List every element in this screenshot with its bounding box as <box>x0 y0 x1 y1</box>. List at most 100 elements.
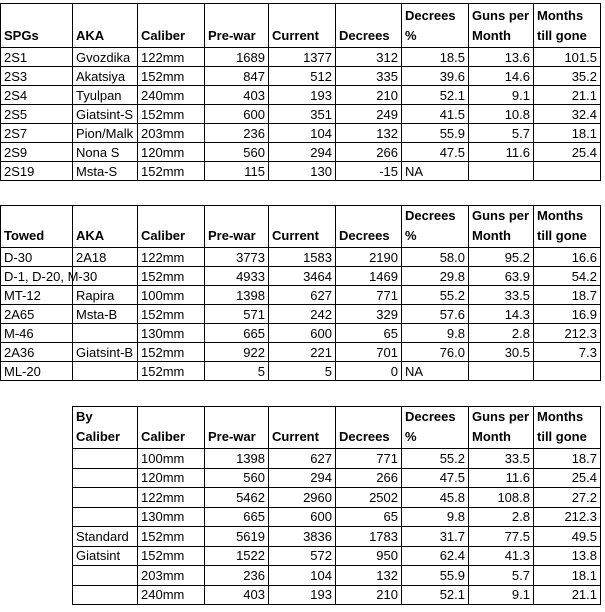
data-cell: 249 <box>336 105 402 124</box>
data-cell: 9.1 <box>469 585 534 605</box>
data-cell: 152mm <box>138 527 205 547</box>
empty-cell <box>73 468 138 488</box>
data-cell: 5 <box>205 362 269 381</box>
data-cell: 45.8 <box>402 488 469 508</box>
data-cell: 2.8 <box>469 507 534 527</box>
header-cell: Decrees <box>336 206 402 248</box>
data-cell: 3836 <box>269 527 336 547</box>
data-cell: 14.3 <box>469 305 534 324</box>
data-cell: 203mm <box>138 124 205 143</box>
data-cell: 122mm <box>138 48 205 67</box>
data-cell: Giatsint-B <box>73 343 138 362</box>
data-cell: 54.2 <box>534 267 601 286</box>
header-cell: Pre-war <box>205 407 269 449</box>
data-cell: Giatsint <box>73 546 138 566</box>
data-cell: 152mm <box>138 267 205 286</box>
data-cell: 512 <box>269 67 336 86</box>
data-cell: 210 <box>336 86 402 105</box>
data-cell: NA <box>402 362 469 381</box>
data-cell: 266 <box>336 143 402 162</box>
empty-cell <box>469 362 534 381</box>
empty-cell <box>534 362 601 381</box>
data-cell: 122mm <box>138 488 205 508</box>
header-cell: Pre-war <box>205 206 269 248</box>
data-cell: 152mm <box>138 546 205 566</box>
data-cell: 65 <box>336 324 402 343</box>
data-cell: 4933 <box>205 267 269 286</box>
header-cell: AKA <box>73 206 138 248</box>
data-cell: 39.6 <box>402 67 469 86</box>
data-cell: Gvozdika <box>73 48 138 67</box>
header-cell: Decrees % <box>402 4 469 48</box>
data-cell: 10.8 <box>469 105 534 124</box>
data-cell: 1377 <box>269 48 336 67</box>
header-cell: Guns per Month <box>469 407 534 449</box>
data-cell: 600 <box>205 105 269 124</box>
header-cell: By Caliber <box>73 407 138 449</box>
data-cell: 2A65 <box>1 305 73 324</box>
data-cell: Msta-B <box>73 305 138 324</box>
data-cell: 351 <box>269 105 336 124</box>
data-cell: 2S3 <box>1 67 73 86</box>
data-cell: 104 <box>269 566 336 586</box>
data-cell: 7.3 <box>534 343 601 362</box>
data-cell: 2S5 <box>1 105 73 124</box>
data-cell: 16.6 <box>534 248 601 267</box>
data-cell: 560 <box>205 468 269 488</box>
data-cell: 130 <box>269 162 336 181</box>
data-cell: 152mm <box>138 305 205 324</box>
data-cell: 240mm <box>138 86 205 105</box>
data-cell: 18.1 <box>534 124 601 143</box>
data-cell: 18.1 <box>534 566 601 586</box>
data-cell: D-1, D-20, M-30 <box>1 267 97 286</box>
data-cell: 2S7 <box>1 124 73 143</box>
data-cell: 5.7 <box>469 566 534 586</box>
header-cell: Decrees <box>336 4 402 48</box>
data-cell: NA <box>402 162 469 181</box>
data-cell: 771 <box>336 449 402 469</box>
data-cell: 14.6 <box>469 67 534 86</box>
data-cell: 29.8 <box>402 267 469 286</box>
empty-cell <box>534 162 601 181</box>
empty-cell <box>73 585 138 605</box>
data-cell: 600 <box>269 507 336 527</box>
data-cell: 130mm <box>138 507 205 527</box>
data-cell: 1398 <box>205 286 269 305</box>
header-cell: SPGs <box>1 4 73 48</box>
data-cell: 627 <box>269 449 336 469</box>
empty-cell <box>73 449 138 469</box>
data-cell: 922 <box>205 343 269 362</box>
data-cell: 9.8 <box>402 507 469 527</box>
data-cell: 9.1 <box>469 86 534 105</box>
data-cell: D-30 <box>1 248 73 267</box>
data-cell: 18.5 <box>402 48 469 67</box>
data-cell: 210 <box>336 585 402 605</box>
data-cell: 212.3 <box>534 324 601 343</box>
header-cell: Pre-war <box>205 4 269 48</box>
data-cell: 266 <box>336 468 402 488</box>
data-cell: 5 <box>269 362 336 381</box>
data-cell: 5462 <box>205 488 269 508</box>
data-cell: 335 <box>336 67 402 86</box>
data-cell: 0 <box>336 362 402 381</box>
data-cell: 560 <box>205 143 269 162</box>
data-cell: 2A36 <box>1 343 73 362</box>
data-cell: 77.5 <box>469 527 534 547</box>
data-cell: Tyulpan <box>73 86 138 105</box>
header-cell: Months till gone <box>534 206 601 248</box>
header-cell: Guns per Month <box>469 4 534 48</box>
data-cell: 13.6 <box>469 48 534 67</box>
data-cell: 3464 <box>269 267 336 286</box>
data-cell: 30.5 <box>469 343 534 362</box>
data-cell: 33.5 <box>469 286 534 305</box>
empty-cell <box>469 162 534 181</box>
data-cell: 665 <box>205 324 269 343</box>
header-cell: Towed <box>1 206 73 248</box>
data-cell: 32.4 <box>534 105 601 124</box>
data-cell: 240mm <box>138 585 205 605</box>
data-cell: 193 <box>269 86 336 105</box>
data-cell: 1522 <box>205 546 269 566</box>
data-cell: 115 <box>205 162 269 181</box>
data-cell: 52.1 <box>402 585 469 605</box>
data-cell: 1783 <box>336 527 402 547</box>
